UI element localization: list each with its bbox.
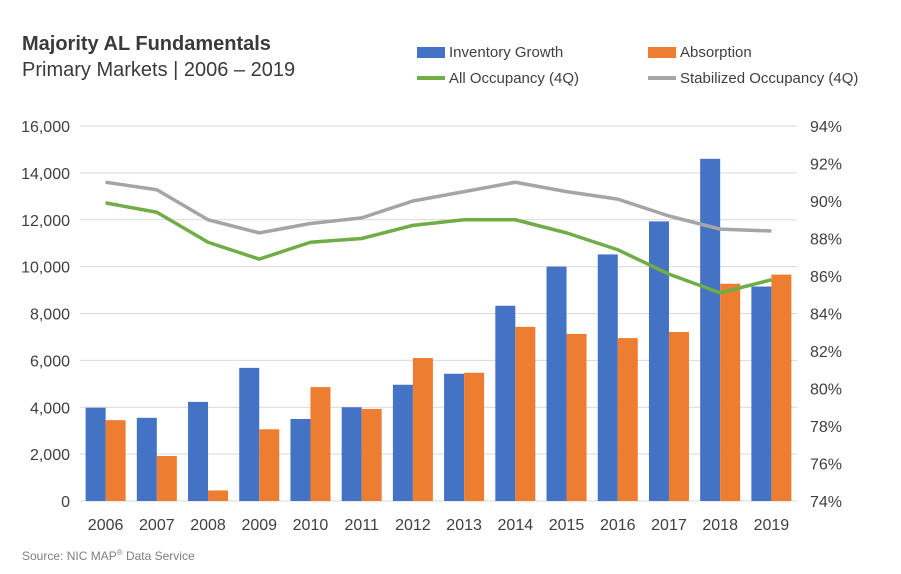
right-axis-tick-label: 88% bbox=[810, 232, 842, 249]
chart-subtitle: Primary Markets | 2006 – 2019 bbox=[22, 59, 296, 81]
legend-item-absorption: Absorption bbox=[648, 43, 752, 61]
left-axis-tick-label: 10,000 bbox=[21, 260, 70, 277]
bar-absorption bbox=[412, 358, 433, 501]
bar-absorption bbox=[259, 429, 280, 501]
left-axis-tick-label: 2,000 bbox=[30, 447, 70, 464]
legend-swatch-absorption bbox=[648, 46, 676, 58]
x-axis-tick-label: 2006 bbox=[88, 517, 124, 534]
line-all-occupancy-4q bbox=[105, 201, 772, 295]
left-axis-tick-label: 14,000 bbox=[21, 166, 70, 183]
legend-swatch-stabilized-occupancy bbox=[648, 76, 676, 80]
left-axis-tick-label: 8,000 bbox=[30, 307, 70, 324]
bar-absorption bbox=[464, 372, 485, 501]
right-axis-tick-label: 76% bbox=[810, 457, 842, 474]
legend-label-absorption: Absorption bbox=[680, 43, 752, 61]
left-axis-tick-label: 4,000 bbox=[30, 400, 70, 417]
bar-inventory-growth bbox=[341, 407, 362, 501]
x-axis-tick-label: 2010 bbox=[293, 517, 329, 534]
bar-absorption bbox=[361, 408, 382, 501]
legend-item-stabilized-occupancy: Stabilized Occupancy (4Q) bbox=[648, 69, 858, 87]
bar-inventory-growth bbox=[392, 384, 413, 501]
x-axis-tick-label: 2017 bbox=[651, 517, 687, 534]
x-axis-tick-label: 2015 bbox=[549, 517, 585, 534]
x-axis-tick-label: 2009 bbox=[241, 517, 277, 534]
right-axis-tick-label: 86% bbox=[810, 269, 842, 286]
bar-absorption bbox=[566, 333, 587, 501]
x-axis-tick-label: 2014 bbox=[498, 517, 534, 534]
bar-absorption bbox=[771, 274, 792, 501]
left-axis-tick-label: 12,000 bbox=[21, 213, 70, 230]
legend-label-all-occupancy: All Occupancy (4Q) bbox=[449, 69, 580, 87]
source-prefix: Source: NIC MAP bbox=[22, 549, 117, 563]
bar-inventory-growth bbox=[751, 286, 772, 501]
right-axis-tick-label: 94% bbox=[810, 119, 842, 136]
left-axis-tick-label: 0 bbox=[61, 494, 70, 511]
line-stabilized-occupancy-4q bbox=[105, 180, 772, 235]
bar-inventory-growth bbox=[239, 367, 260, 501]
bar-inventory-growth bbox=[444, 373, 465, 501]
left-axis-tick-label: 6,000 bbox=[30, 353, 70, 370]
bar-inventory-growth bbox=[136, 417, 157, 501]
bar-absorption bbox=[208, 490, 229, 501]
bar-absorption bbox=[310, 387, 331, 501]
bar-inventory-growth bbox=[290, 418, 311, 501]
right-axis-tick-label: 82% bbox=[810, 344, 842, 361]
legend-swatch-inventory-growth bbox=[417, 46, 445, 58]
bar-inventory-growth bbox=[546, 266, 567, 501]
right-axis-tick-label: 80% bbox=[810, 382, 842, 399]
bar-inventory-growth bbox=[85, 407, 106, 501]
right-axis-tick-label: 78% bbox=[810, 419, 842, 436]
bar-absorption bbox=[515, 326, 536, 501]
legend-label-inventory-growth: Inventory Growth bbox=[449, 43, 564, 61]
x-axis-tick-label: 2007 bbox=[139, 517, 175, 534]
right-axis-tick-label: 74% bbox=[810, 494, 842, 511]
x-axis-tick-label: 2018 bbox=[702, 517, 738, 534]
bar-absorption bbox=[156, 456, 177, 501]
left-axis-tick-label: 16,000 bbox=[21, 119, 70, 136]
bar-absorption bbox=[617, 338, 638, 501]
bar-absorption bbox=[668, 332, 689, 501]
right-axis-tick-label: 90% bbox=[810, 194, 842, 211]
bar-absorption bbox=[105, 420, 126, 501]
legend-swatch-all-occupancy bbox=[417, 76, 445, 80]
x-axis-tick-label: 2013 bbox=[446, 517, 482, 534]
x-axis-tick-label: 2012 bbox=[395, 517, 431, 534]
chart-title: Majority AL Fundamentals bbox=[22, 33, 271, 55]
x-axis-tick-label: 2016 bbox=[600, 517, 636, 534]
legend-item-inventory-growth: Inventory Growth bbox=[417, 43, 563, 61]
bar-inventory-growth bbox=[597, 254, 618, 501]
bar-inventory-growth bbox=[495, 305, 516, 501]
registered-mark: ® bbox=[116, 548, 123, 557]
source-suffix: Data Service bbox=[122, 549, 195, 563]
x-axis-tick-label: 2008 bbox=[190, 517, 226, 534]
right-axis-tick-label: 84% bbox=[810, 307, 842, 324]
x-axis-tick-label: 2019 bbox=[754, 517, 790, 534]
bar-inventory-growth bbox=[648, 221, 669, 501]
legend-item-all-occupancy: All Occupancy (4Q) bbox=[417, 69, 579, 87]
bar-absorption bbox=[720, 283, 741, 501]
right-axis-tick-label: 92% bbox=[810, 157, 842, 174]
bar-inventory-growth bbox=[700, 158, 721, 501]
legend-label-stabilized-occupancy: Stabilized Occupancy (4Q) bbox=[680, 69, 859, 87]
bar-inventory-growth bbox=[188, 401, 209, 501]
source-note: Source: NIC MAP® Data Service bbox=[22, 548, 195, 563]
x-axis-tick-label: 2011 bbox=[344, 517, 379, 534]
